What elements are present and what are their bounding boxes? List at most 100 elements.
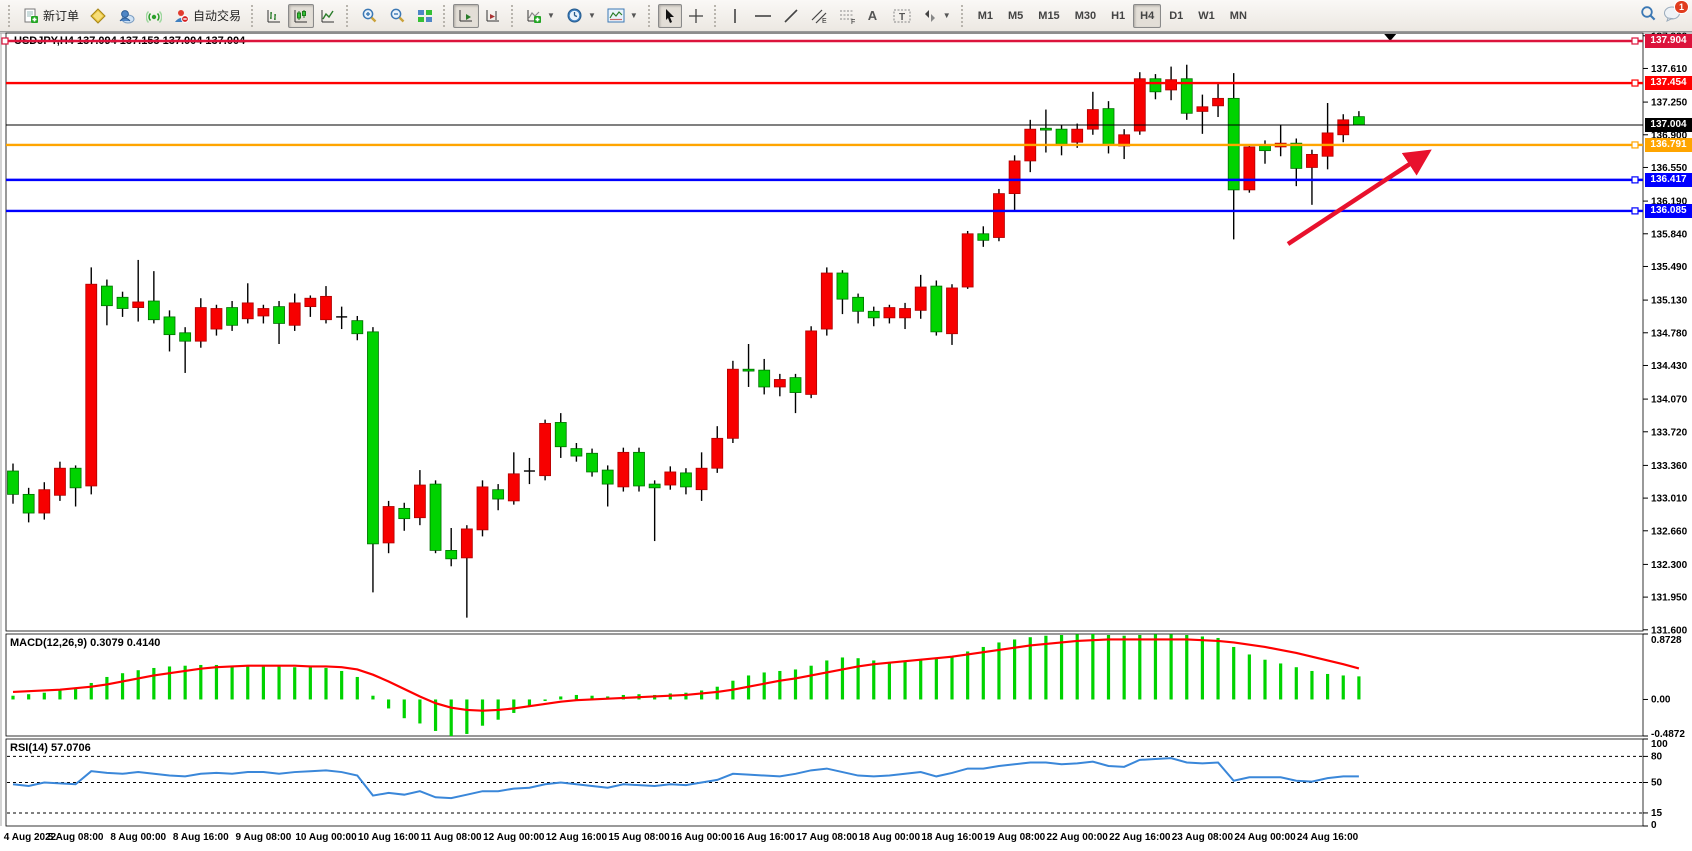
candle-body [680, 472, 692, 488]
time-axis-label[interactable]: 18 Aug 00:00 [859, 832, 921, 843]
time-axis-label[interactable]: 16 Aug 00:00 [671, 832, 733, 843]
vertical-line-button[interactable] [724, 4, 748, 28]
time-axis-label[interactable]: 8 Aug 00:00 [110, 832, 166, 843]
auto-trading-label: 自动交易 [193, 9, 242, 23]
svg-text:15: 15 [1651, 808, 1663, 819]
time-axis-label[interactable]: 24 Aug 00:00 [1234, 832, 1296, 843]
chart-shift-button[interactable] [480, 4, 506, 28]
price-badge-136085: 136.085 [1645, 203, 1692, 218]
indicators-caret-icon: ▼ [547, 11, 555, 20]
candle-body [836, 272, 849, 300]
line-handle[interactable] [1631, 207, 1639, 215]
price-badge-137904: 137.904 [1645, 34, 1692, 48]
time-axis-label[interactable]: 10 Aug 00:00 [295, 832, 357, 843]
svg-text:136.190: 136.190 [1651, 197, 1688, 208]
time-axis-label[interactable]: 12 Aug 16:00 [546, 832, 608, 843]
auto-trading-button[interactable]: 自动交易 [168, 4, 246, 28]
arrows-caret-icon: ▼ [942, 11, 951, 20]
chart-shift-icon [485, 8, 501, 24]
tile-windows-button[interactable] [412, 4, 438, 28]
zoom-out-button[interactable] [384, 4, 411, 28]
period-button-m1[interactable]: M1 [977, 9, 993, 22]
time-axis-label[interactable]: 16 Aug 16:00 [734, 832, 796, 843]
community-button[interactable] [112, 4, 140, 28]
zoom-in-button[interactable] [356, 4, 383, 28]
metaeditor-button[interactable] [85, 4, 111, 28]
candle-body [1290, 142, 1303, 169]
timeframes-clock-icon [566, 7, 583, 24]
candle-body [664, 471, 677, 486]
svg-text:136.900: 136.900 [1651, 130, 1688, 141]
candle-body [1180, 78, 1193, 114]
period-button-d1[interactable]: D1 [1169, 9, 1184, 22]
time-axis-label[interactable]: 17 Aug 08:00 [796, 832, 858, 843]
period-button-m15[interactable]: M15 [1038, 9, 1060, 22]
indicators-button[interactable]: ▼ [521, 4, 560, 28]
line-chart-button[interactable] [315, 4, 341, 28]
text-label-button[interactable]: T [888, 4, 916, 28]
text-button[interactable]: A [863, 4, 887, 28]
new-order-button[interactable]: 新订单 [18, 4, 84, 28]
line-handle[interactable] [1631, 79, 1639, 87]
fibonacci-button[interactable]: F [834, 4, 862, 28]
candle-body [899, 308, 911, 319]
period-button-w1[interactable]: W1 [1198, 9, 1215, 22]
time-axis-label[interactable]: 5 Aug 08:00 [48, 832, 104, 843]
svg-text:137.610: 137.610 [1651, 64, 1688, 75]
candle-body [711, 437, 724, 469]
search-icon[interactable] [1639, 4, 1657, 27]
svg-text:-0.4872: -0.4872 [1651, 729, 1685, 740]
arrows-button[interactable]: ▼ [917, 4, 956, 28]
time-axis-label[interactable]: 4 Aug 2022 [4, 832, 57, 843]
timeframes-caret-icon: ▼ [587, 11, 596, 20]
candle-body [758, 369, 771, 388]
templates-button[interactable]: ▼ [602, 4, 643, 28]
chart-svg[interactable]: 137.960137.610137.250136.900136.550136.1… [0, 32, 1692, 851]
cursor-button[interactable] [657, 3, 682, 28]
period-button-h1[interactable]: H1 [1111, 9, 1126, 22]
price-badge-137004: 137.004 [1645, 118, 1692, 133]
candlestick-chart-button[interactable] [288, 3, 315, 28]
chart-shift-marker[interactable] [1384, 34, 1397, 41]
equidistant-channel-button[interactable]: E [805, 4, 833, 28]
trendline-button[interactable] [778, 4, 804, 28]
period-button-m5[interactable]: M5 [1008, 9, 1024, 22]
toolbar-handle [960, 4, 966, 27]
timeframes-button[interactable]: ▼ [561, 4, 601, 28]
chart-canvas[interactable]: USDJPY,H4 137.094 137.153 137.004 137.00… [0, 32, 1692, 851]
trend-arrow-annotation[interactable] [1286, 149, 1432, 246]
period-button-h4[interactable]: H4 [1133, 3, 1162, 28]
notifications-button[interactable]: 1 [1663, 0, 1689, 27]
svg-text:137.250: 137.250 [1651, 98, 1688, 109]
crosshair-button[interactable] [683, 4, 709, 28]
period-button-m30[interactable]: M30 [1074, 9, 1097, 22]
line-handle[interactable] [1, 37, 9, 45]
time-axis-label[interactable]: 8 Aug 16:00 [173, 832, 229, 843]
time-axis-label[interactable]: 15 Aug 08:00 [608, 832, 670, 843]
text-label-icon: T [893, 8, 911, 24]
time-axis-label[interactable]: 22 Aug 00:00 [1047, 832, 1109, 843]
candle-body [1055, 128, 1068, 145]
line-handle[interactable] [1631, 141, 1639, 149]
time-axis-label[interactable]: 22 Aug 16:00 [1109, 832, 1171, 843]
time-axis-label[interactable]: 12 Aug 00:00 [483, 832, 545, 843]
time-axis-label[interactable]: 19 Aug 08:00 [984, 832, 1046, 843]
period-button-mn[interactable]: MN [1229, 9, 1247, 22]
time-axis-label[interactable]: 11 Aug 08:00 [421, 832, 482, 843]
time-axis-label[interactable]: 18 Aug 16:00 [921, 832, 983, 843]
horizontal-line-button[interactable] [749, 4, 777, 28]
candle-body [1337, 119, 1350, 136]
bar-chart-button[interactable] [261, 4, 287, 28]
time-axis-label[interactable]: 9 Aug 08:00 [236, 832, 292, 843]
signals-button[interactable] [141, 4, 167, 28]
line-handle[interactable] [1631, 176, 1639, 184]
line-handle[interactable] [1631, 37, 1639, 45]
auto-scroll-button[interactable] [453, 3, 480, 28]
svg-text:0.8728: 0.8728 [1651, 635, 1682, 646]
candle-body [930, 285, 943, 333]
time-axis-label[interactable]: 24 Aug 16:00 [1297, 832, 1359, 843]
toolbar: 新订单 [0, 0, 1692, 32]
time-axis-label[interactable]: 23 Aug 08:00 [1172, 832, 1234, 843]
time-axis-label[interactable]: 10 Aug 16:00 [358, 832, 420, 843]
bar-chart-icon [266, 8, 282, 24]
